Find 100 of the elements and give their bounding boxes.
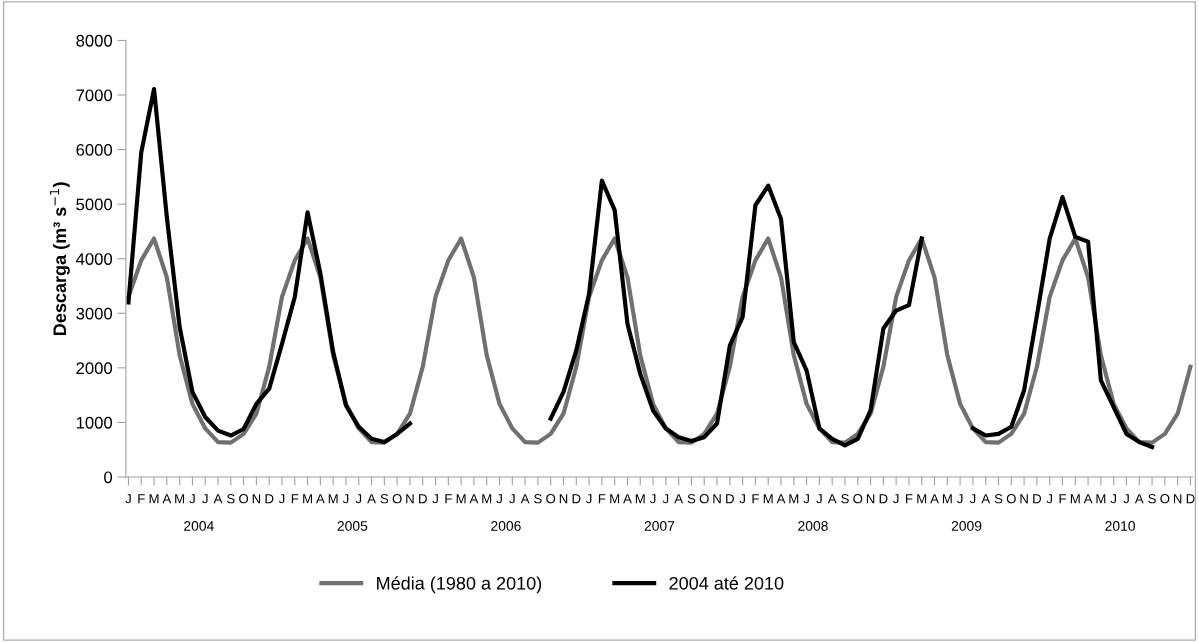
y-tick-label: 7000 xyxy=(76,89,113,102)
x-tick-label: A xyxy=(981,494,991,504)
x-tick-label: A xyxy=(1134,494,1144,504)
y-tick-label: 3000 xyxy=(76,307,113,320)
x-tick-label: F xyxy=(445,494,452,504)
x-tick-label: A xyxy=(520,494,530,504)
x-tick-label: N xyxy=(406,494,414,504)
x-tick-label: F xyxy=(752,494,759,504)
y-axis-title: Descarga (m³ s$^{−1}$) xyxy=(49,182,70,335)
x-tick-label: M xyxy=(482,494,492,504)
x-tick-label: J xyxy=(202,494,208,504)
x-tick-label: A xyxy=(776,494,786,504)
x-tick-label: A xyxy=(367,494,376,504)
x-tick-label: D xyxy=(726,494,734,504)
text: 2010 xyxy=(1105,521,1135,531)
x-tick-label: O xyxy=(239,494,249,504)
x-tick-label: J xyxy=(509,494,515,504)
text: 2008 xyxy=(798,521,828,531)
x-tick-label: J xyxy=(355,494,362,504)
x-tick-label: O xyxy=(1006,494,1016,504)
x-tick-label: J xyxy=(278,494,285,504)
x-tick-label: S xyxy=(534,494,542,504)
x-tick-label: S xyxy=(1148,494,1156,504)
x-tick-label: D xyxy=(1033,494,1042,504)
x-tick-label: A xyxy=(930,494,939,504)
x-tick-label: M xyxy=(1096,494,1106,504)
x-tick-label: N xyxy=(1020,494,1028,504)
x-tick-label: M xyxy=(635,494,645,504)
text: 2006 xyxy=(491,521,521,531)
x-tick-label: A xyxy=(316,494,325,504)
x-tick-label: M xyxy=(610,494,620,504)
x-tick-label: F xyxy=(1059,494,1066,504)
y-tick-label: 8000 xyxy=(76,34,113,47)
x-tick-label: J xyxy=(342,494,349,504)
y-tick-label: 0 xyxy=(104,471,113,484)
x-tick-label: F xyxy=(906,494,913,504)
x-tick-label: M xyxy=(175,494,185,504)
x-tick-label: J xyxy=(432,494,438,504)
x-tick-label: N xyxy=(866,494,875,504)
x-tick-label: N xyxy=(252,494,261,504)
x-tick-label: F xyxy=(138,494,145,504)
x-tick-label: A xyxy=(213,494,223,504)
legend-label: 2004 até 2010 xyxy=(669,576,784,590)
x-tick-label: F xyxy=(291,494,299,504)
x-tick-label: O xyxy=(853,494,863,504)
x-tick-label: M xyxy=(328,494,338,504)
x-tick-label: N xyxy=(1173,494,1182,504)
x-tick-label: A xyxy=(1083,494,1093,504)
x-tick-label: D xyxy=(419,494,427,504)
x-tick-label: M xyxy=(763,494,773,504)
x-tick-label: J xyxy=(125,494,131,504)
x-tick-label: J xyxy=(649,494,656,504)
x-tick-label: M xyxy=(942,494,952,504)
legend-label: Média (1980 a 2010) xyxy=(377,576,542,594)
x-tick-label: O xyxy=(1160,494,1170,504)
x-tick-label: N xyxy=(713,494,721,504)
text: 2007 xyxy=(644,521,675,531)
text: 2004 xyxy=(184,521,214,531)
x-tick-label: J xyxy=(957,494,963,504)
x-tick-label: S xyxy=(994,494,1003,504)
x-tick-label: M xyxy=(456,494,466,504)
x-tick-label: M xyxy=(303,494,312,504)
x-tick-label: S xyxy=(841,494,849,504)
x-tick-label: D xyxy=(265,494,274,504)
x-tick-label: A xyxy=(469,494,479,504)
x-tick-label: S xyxy=(687,494,696,504)
x-tick-label: A xyxy=(674,494,684,504)
y-tick-label: 2000 xyxy=(76,362,113,375)
x-tick-label: J xyxy=(662,494,669,504)
x-tick-label: J xyxy=(189,494,195,504)
text: 2005 xyxy=(337,521,368,531)
text: 2009 xyxy=(951,521,982,531)
x-tick-label: M xyxy=(149,494,159,504)
x-tick-label: M xyxy=(1070,494,1080,504)
x-tick-label: O xyxy=(699,494,709,504)
x-tick-label: S xyxy=(380,494,389,504)
x-tick-label: D xyxy=(572,494,581,504)
x-tick-label: A xyxy=(827,494,837,504)
y-tick-label: 1000 xyxy=(76,416,113,429)
x-tick-label: F xyxy=(598,494,606,504)
x-tick-label: J xyxy=(969,494,976,504)
x-tick-label: O xyxy=(392,494,402,504)
x-tick-label: J xyxy=(496,494,502,504)
x-tick-label: M xyxy=(917,494,927,504)
x-tick-label: D xyxy=(879,494,888,504)
x-tick-label: J xyxy=(1123,494,1129,504)
x-tick-label: M xyxy=(789,494,799,504)
y-tick-label: 4000 xyxy=(76,253,113,265)
x-tick-label: J xyxy=(816,494,822,504)
x-tick-label: J xyxy=(803,494,809,504)
x-tick-label: J xyxy=(1110,494,1116,504)
x-tick-label: J xyxy=(585,494,592,504)
x-tick-label: J xyxy=(1046,494,1053,504)
y-tick-label: 6000 xyxy=(76,143,113,156)
x-tick-label: J xyxy=(739,494,745,504)
x-tick-label: N xyxy=(559,494,568,504)
x-tick-label: A xyxy=(162,494,172,504)
y-tick-label: 5000 xyxy=(76,198,113,211)
x-tick-label: O xyxy=(546,494,556,504)
x-tick-label: D xyxy=(1186,494,1195,504)
